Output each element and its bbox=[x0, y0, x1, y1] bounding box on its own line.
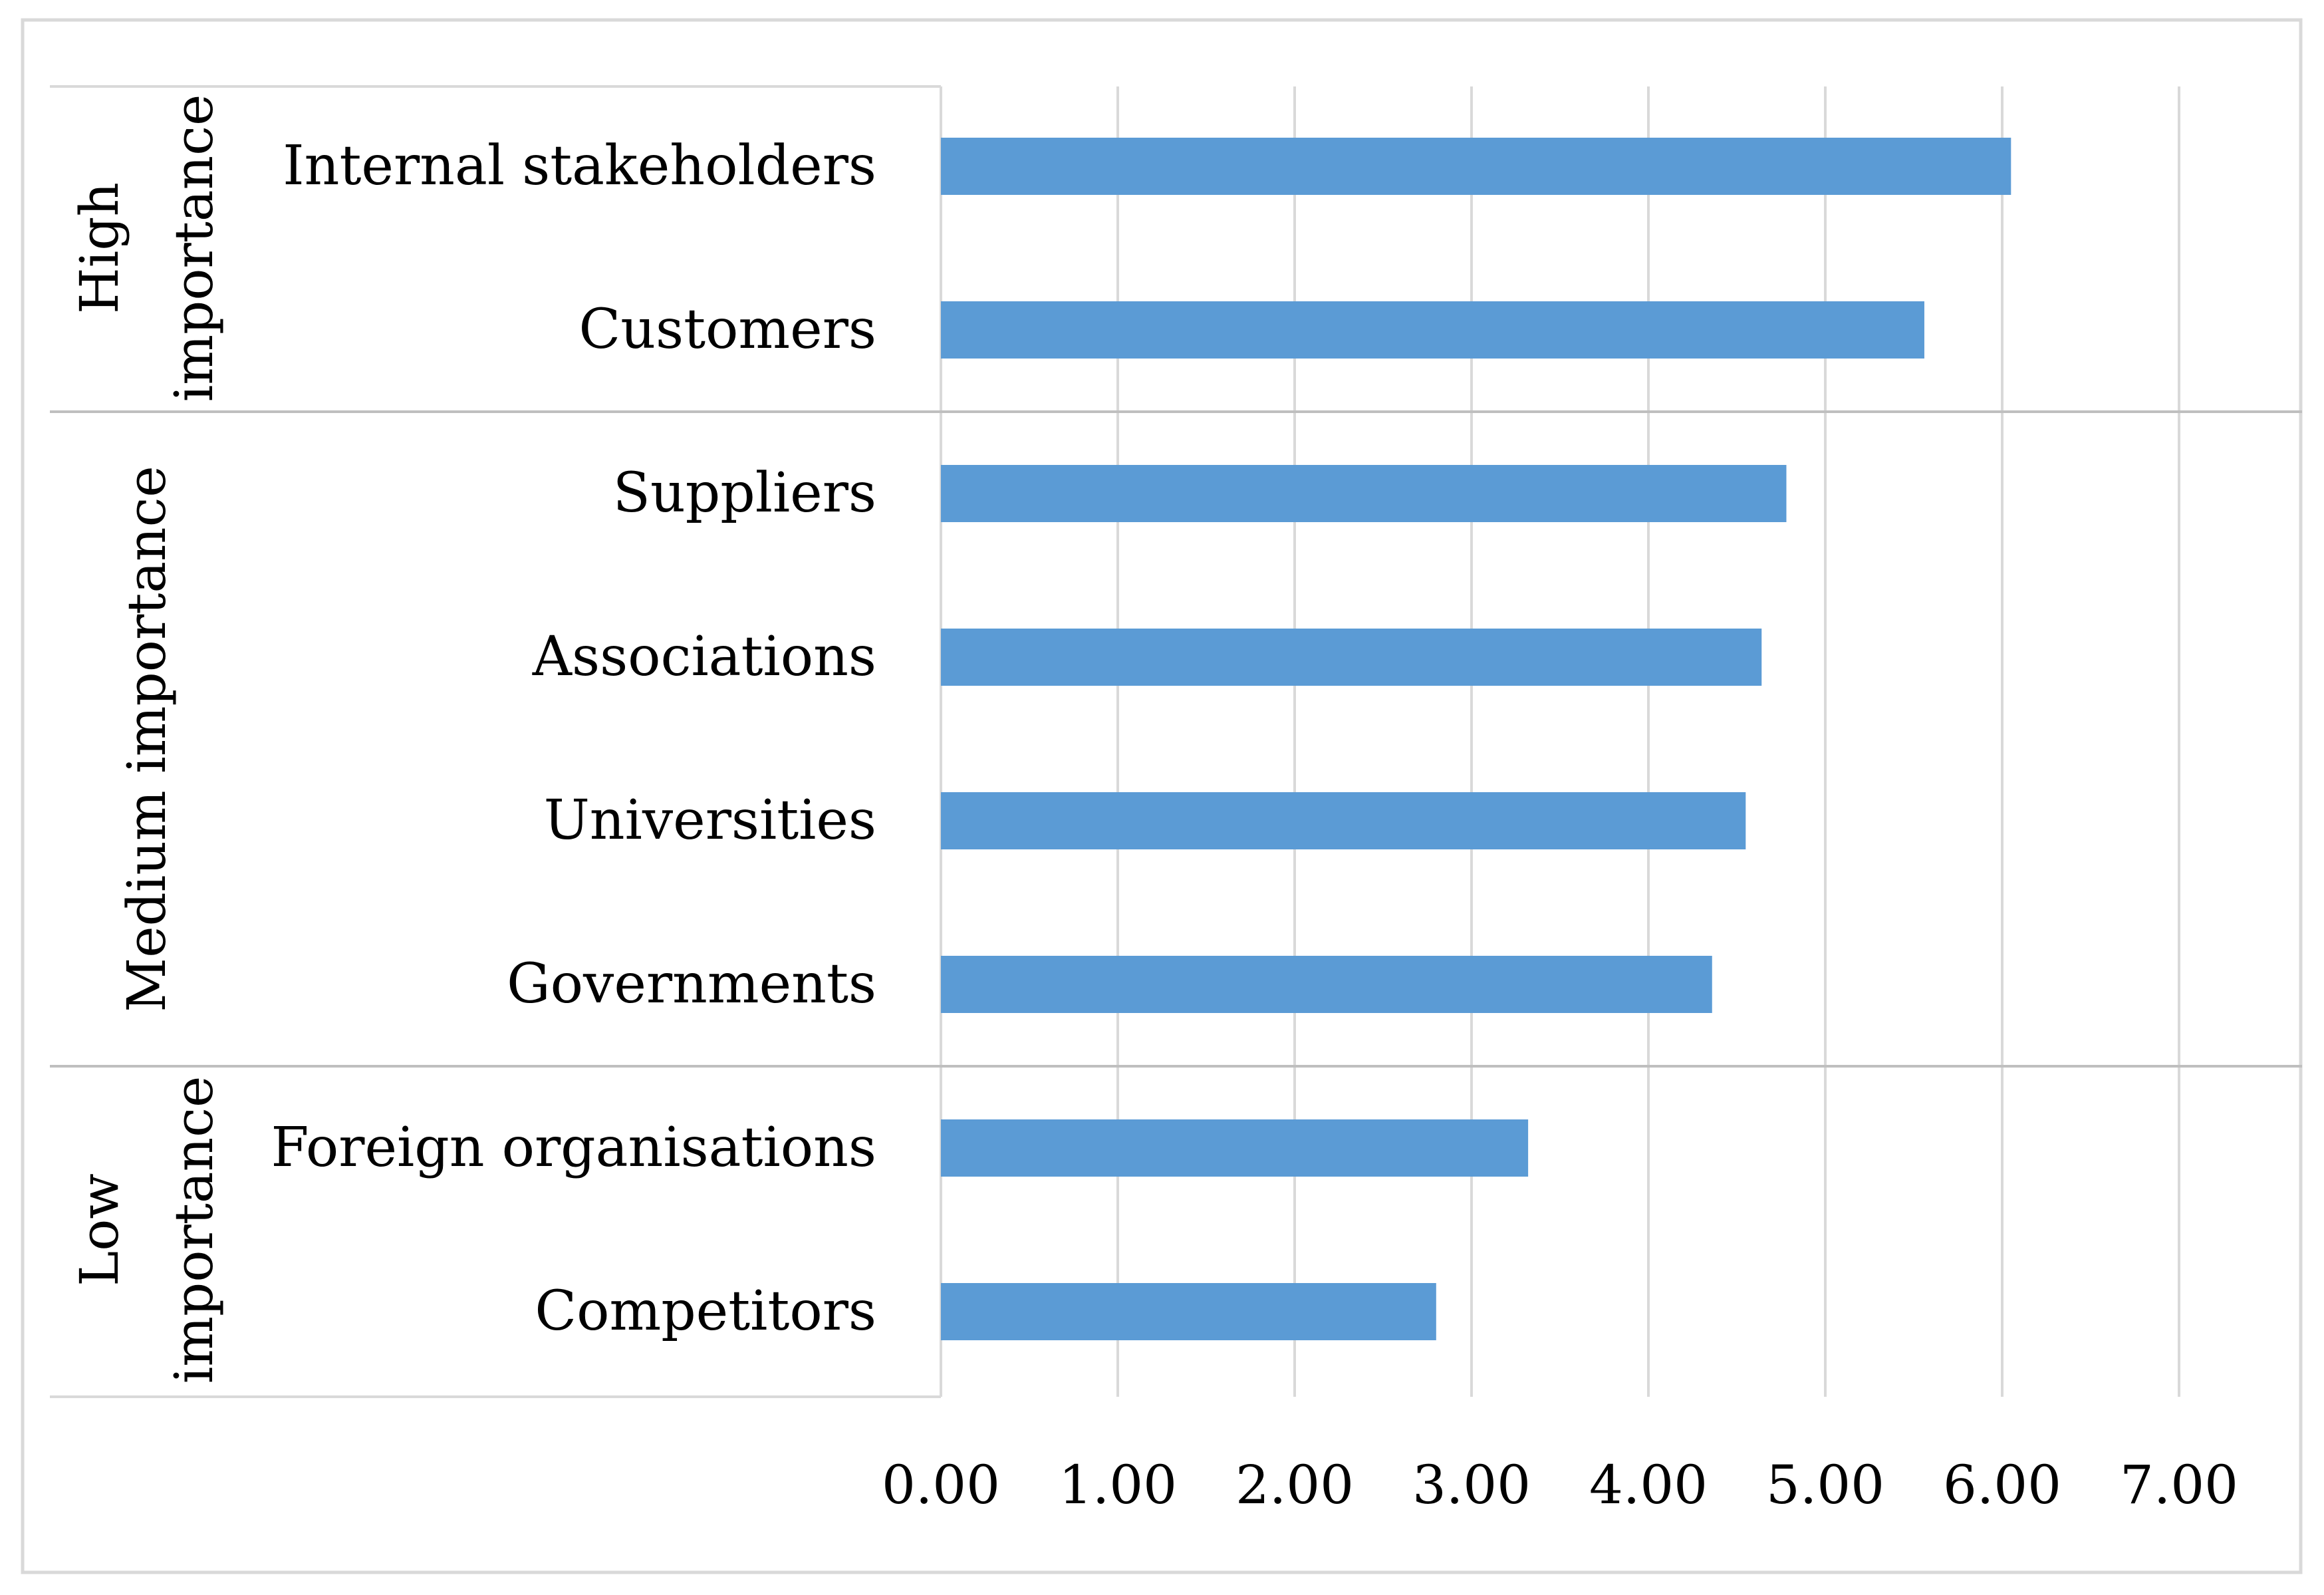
group-label: Low importance bbox=[68, 1076, 225, 1384]
category-label: Suppliers bbox=[613, 462, 876, 525]
group-label-line: Low bbox=[68, 1173, 130, 1286]
category-label: Internal stakeholders bbox=[283, 134, 876, 198]
x-tick-label: 5.00 bbox=[1766, 1454, 1884, 1516]
category-label: Customers bbox=[579, 298, 876, 361]
category-label: Associations bbox=[532, 625, 876, 688]
bar bbox=[941, 465, 1787, 522]
x-tick-label: 3.00 bbox=[1412, 1454, 1531, 1516]
x-tick-label: 4.00 bbox=[1589, 1454, 1708, 1516]
bar bbox=[941, 1119, 1529, 1177]
group-label-line: importance bbox=[163, 94, 225, 402]
category-label: Universities bbox=[544, 789, 876, 852]
group-label-line: importance bbox=[163, 1076, 225, 1384]
category-label: Competitors bbox=[535, 1280, 876, 1343]
x-tick-label: 0.00 bbox=[882, 1454, 1000, 1516]
category-label: Governments bbox=[507, 952, 876, 1016]
category-label: Foreign organisations bbox=[271, 1116, 877, 1179]
bar bbox=[941, 301, 1924, 359]
category-labels: Internal stakeholders Customers Suppliers A… bbox=[271, 134, 877, 1343]
bar bbox=[941, 138, 2011, 195]
bar bbox=[941, 956, 1712, 1013]
bar bbox=[941, 792, 1746, 849]
group-labels: High importance Medium importance Low import… bbox=[68, 94, 225, 1384]
bars bbox=[941, 138, 2011, 1340]
group-label-line: Medium importance bbox=[116, 466, 178, 1012]
bar bbox=[941, 1283, 1436, 1340]
x-axis-ticks: 0.00 1.00 2.00 3.00 4.00 5.00 6.00 7.00 bbox=[882, 1454, 2238, 1516]
group-label: Medium importance bbox=[116, 466, 178, 1012]
bar bbox=[941, 629, 1762, 686]
x-tick-label: 1.00 bbox=[1059, 1454, 1177, 1516]
group-label-line: High bbox=[68, 182, 130, 314]
group-label: High importance bbox=[68, 94, 225, 402]
x-tick-label: 6.00 bbox=[1943, 1454, 2061, 1516]
x-tick-label: 7.00 bbox=[2120, 1454, 2238, 1516]
x-tick-label: 2.00 bbox=[1235, 1454, 1354, 1516]
